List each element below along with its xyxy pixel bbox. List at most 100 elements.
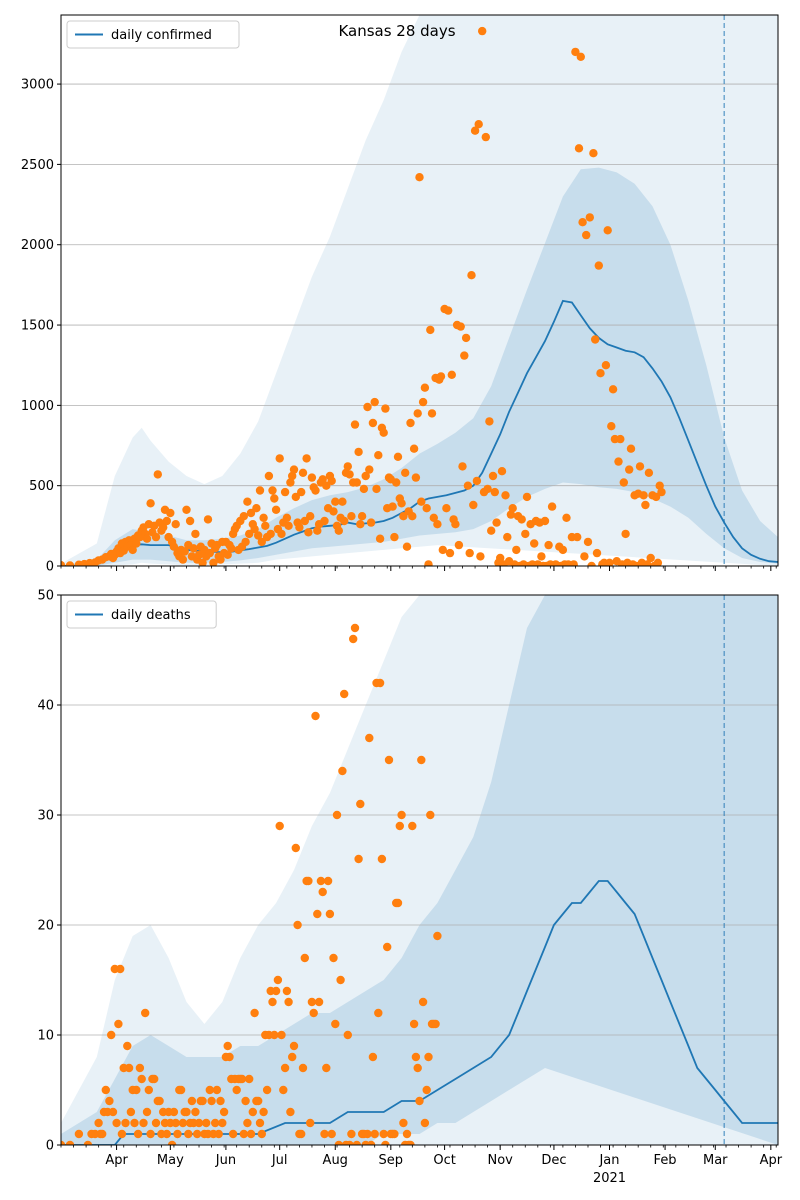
data-point [298,468,308,477]
data-point [277,1030,286,1040]
data-point [442,504,451,513]
data-point [128,545,137,555]
data-point [275,454,284,463]
data-point [383,942,392,952]
data-point [182,505,191,514]
data-point [300,953,309,963]
data-point [343,1030,352,1040]
data-point [293,920,302,930]
data-point [178,555,188,564]
data-point [368,1052,378,1062]
legend-label: daily confirmed [111,28,212,43]
data-point [142,534,152,543]
data-point [304,528,313,537]
data-point [191,1107,200,1117]
data-point [521,529,530,539]
data-point [418,997,428,1007]
data-point [347,1129,356,1139]
data-point [298,1063,308,1073]
data-point [415,173,424,182]
data-point [338,766,347,776]
data-point [325,909,335,919]
data-point [211,1118,220,1128]
data-point [408,512,417,521]
data-point [544,540,553,550]
data-point [409,444,419,453]
data-point [444,306,453,315]
data-point [123,1041,132,1051]
y-tick-label: 20 [37,919,54,934]
data-point [318,475,327,484]
data-point [286,478,295,487]
data-point [271,505,281,514]
data-point [397,810,406,820]
data-point [374,1008,383,1018]
data-point [331,497,340,506]
data-point [245,1074,254,1084]
data-point [239,1129,248,1139]
data-point [470,126,480,135]
data-point [487,526,496,535]
data-point [139,1118,148,1128]
data-point [232,1085,241,1095]
x-tick-label: May [157,1153,184,1168]
data-point [384,755,394,765]
data-point [255,1118,265,1128]
data-point [284,521,293,530]
data-point [402,542,412,551]
data-point [189,544,198,553]
data-point [485,417,494,426]
data-point [447,370,456,379]
deaths-panel: 0 10 20 30 40 50 Apr May Jun Jul Aug Sep Oct Nov Dec Ja… [37,589,782,1187]
data-point [338,497,347,506]
data-point [184,1129,193,1139]
data-point [370,1129,379,1139]
data-point [481,132,490,142]
data-point [621,529,630,539]
data-point [306,1118,315,1128]
data-point [451,520,460,529]
data-point [151,1118,161,1128]
data-point [359,484,369,494]
data-point [130,1118,139,1128]
data-point [343,462,352,471]
data-point [313,526,322,535]
data-point [426,325,435,335]
data-point [619,478,628,487]
data-point [198,558,207,566]
data-point [306,512,315,521]
data-point [329,953,338,963]
data-point [402,1129,412,1139]
axes-frame [60,14,779,567]
data-point [246,1129,256,1139]
data-point [655,481,664,490]
data-point [205,1085,214,1095]
data-point [327,476,336,486]
data-point [454,540,464,550]
data-point [151,532,161,542]
data-point [289,1041,299,1051]
data-point [393,452,403,461]
data-point [101,1085,111,1095]
y-tick-label: 2000 [21,238,54,253]
data-point [241,537,250,547]
data-point [626,444,636,453]
data-point [198,1096,207,1106]
y-tick-label: 500 [29,479,54,494]
data-point [585,213,594,222]
legend-box [66,600,217,629]
y-tick-label: 3000 [21,78,54,93]
data-point [413,1063,422,1073]
data-point [576,52,585,61]
data-point [431,1019,440,1029]
data-point [203,515,213,524]
y-tick-label: 1000 [21,399,54,414]
data-point [607,422,616,431]
legend-label: daily deaths [111,608,191,623]
data-point [639,491,648,500]
data-point [569,560,578,566]
data-point [83,1140,93,1145]
data-point [374,451,383,460]
data-point [107,1030,116,1040]
data-point [271,986,281,996]
